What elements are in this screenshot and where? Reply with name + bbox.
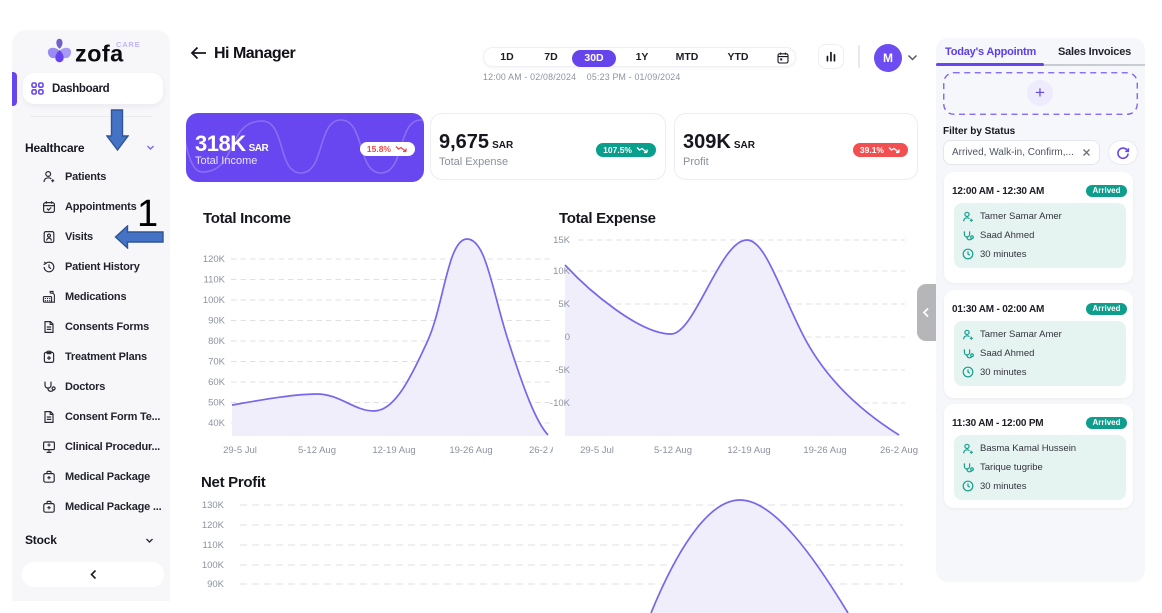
svg-text:80K: 80K [208,336,226,347]
svg-text:110K: 110K [203,540,225,551]
svg-text:zofa: zofa [75,41,124,67]
svg-text:-5K: -5K [555,365,570,376]
svg-text:29-5 Jul: 29-5 Jul [223,445,257,456]
svg-text:0: 0 [565,332,570,343]
svg-text:12-19 Aug: 12-19 Aug [727,445,770,456]
svg-text:100K: 100K [203,295,226,306]
svg-text:CARE: CARE [116,40,140,49]
svg-text:12-19 Aug: 12-19 Aug [372,445,415,456]
svg-text:26-2 Aug: 26-2 Aug [529,445,553,456]
svg-text:60K: 60K [208,377,226,388]
svg-text:110K: 110K [204,275,226,286]
svg-text:100K: 100K [202,560,225,571]
svg-text:29-5 Jul: 29-5 Jul [580,445,614,456]
svg-text:130K: 130K [202,500,225,511]
svg-text:15K: 15K [553,235,571,246]
svg-text:90K: 90K [207,579,225,590]
svg-text:26-2 Aug: 26-2 Aug [880,445,918,456]
svg-text:5K: 5K [558,299,570,310]
svg-text:40K: 40K [208,418,226,429]
svg-text:50K: 50K [208,398,226,409]
svg-text:5-12 Aug: 5-12 Aug [654,445,692,456]
svg-text:120K: 120K [203,254,226,265]
svg-text:19-26 Aug: 19-26 Aug [449,445,492,456]
svg-text:90K: 90K [208,316,226,327]
svg-text:10K: 10K [553,266,571,277]
svg-text:5-12 Aug: 5-12 Aug [298,445,336,456]
svg-text:19-26 Aug: 19-26 Aug [803,445,846,456]
svg-text:120K: 120K [202,520,225,531]
svg-text:70K: 70K [208,357,226,368]
svg-text:-10K: -10K [550,398,571,409]
